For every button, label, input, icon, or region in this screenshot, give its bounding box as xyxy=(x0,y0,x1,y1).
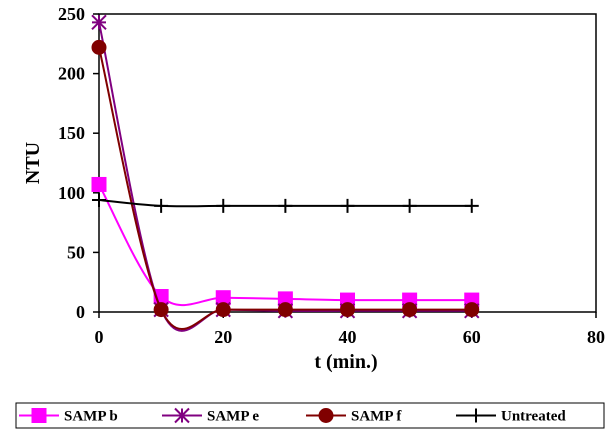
data-point xyxy=(215,302,231,318)
y-tick-label: 150 xyxy=(58,123,85,143)
data-point xyxy=(402,302,418,318)
legend-marker xyxy=(318,408,334,423)
legend-entry: Untreated xyxy=(456,408,566,425)
legend-marker xyxy=(174,407,190,424)
data-point xyxy=(340,198,355,213)
x-tick-label: 0 xyxy=(95,327,104,347)
data-point xyxy=(216,198,231,213)
x-tick-label: 40 xyxy=(339,327,357,347)
y-tick-label: 250 xyxy=(58,4,85,24)
legend-marker xyxy=(31,408,47,423)
x-tick-label: 60 xyxy=(463,327,481,347)
data-point xyxy=(92,192,106,207)
data-point xyxy=(340,302,355,318)
y-tick-label: 0 xyxy=(76,302,85,322)
data-point xyxy=(91,39,107,55)
data-point xyxy=(464,198,479,213)
legend-label: Untreated xyxy=(501,409,566,425)
legend-label: SAMP e xyxy=(207,409,259,425)
legend-label: SAMP b xyxy=(64,409,118,425)
series-samp-f xyxy=(91,39,480,330)
legend-entry: SAMP b xyxy=(19,408,118,425)
legend-entry: SAMP e xyxy=(162,407,259,425)
plot-frame xyxy=(98,13,597,313)
y-axis-title: NTU xyxy=(22,142,44,184)
x-tick-label: 20 xyxy=(214,327,232,347)
series-samp-b xyxy=(91,176,480,308)
data-point xyxy=(402,198,417,213)
data-point xyxy=(91,176,107,192)
series-line xyxy=(98,47,472,330)
series-untreated xyxy=(92,192,479,213)
legend-label: SAMP f xyxy=(351,409,402,425)
y-tick-label: 200 xyxy=(58,64,85,84)
x-tick-label: 80 xyxy=(587,327,605,347)
y-tick-label: 100 xyxy=(58,183,85,203)
data-point xyxy=(278,198,293,213)
x-axis-title: t (min.) xyxy=(314,351,377,373)
y-tick-label: 50 xyxy=(67,242,85,262)
data-point xyxy=(154,198,169,213)
data-point xyxy=(464,302,480,318)
legend: SAMP b SAMP e SAMP f Untreated xyxy=(15,402,605,429)
data-point xyxy=(277,302,293,318)
plot-area: 0 50 100 150 200 250 0 20 40 60 80 xyxy=(58,4,605,347)
data-point xyxy=(153,302,169,318)
data-point xyxy=(91,14,107,31)
legend-entry: SAMP f xyxy=(306,408,402,425)
series-line xyxy=(98,22,472,332)
legend-marker xyxy=(469,408,483,423)
